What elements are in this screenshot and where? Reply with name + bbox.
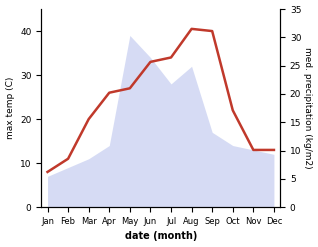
X-axis label: date (month): date (month) xyxy=(125,231,197,242)
Y-axis label: max temp (C): max temp (C) xyxy=(5,77,15,139)
Y-axis label: med. precipitation (kg/m2): med. precipitation (kg/m2) xyxy=(303,47,313,169)
